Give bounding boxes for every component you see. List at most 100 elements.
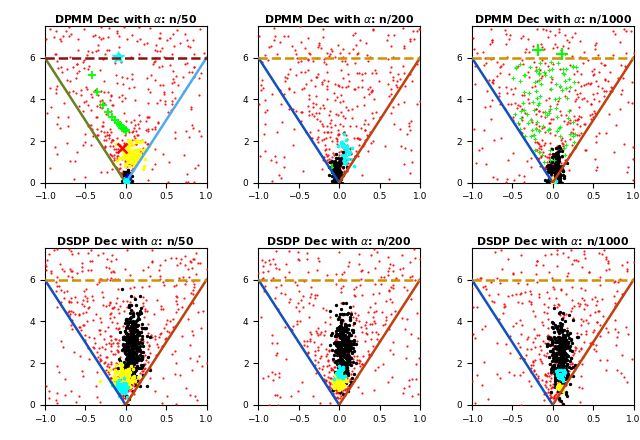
Point — [556, 342, 566, 349]
Point — [339, 359, 349, 366]
Point — [552, 44, 562, 51]
Point — [125, 338, 135, 345]
Point — [125, 285, 135, 292]
Point — [334, 373, 344, 380]
Point — [177, 303, 187, 310]
Point — [117, 387, 127, 394]
Point — [580, 327, 591, 334]
Point — [335, 370, 345, 378]
Point — [556, 358, 566, 365]
Point — [198, 308, 208, 315]
Point — [547, 75, 557, 82]
Point — [522, 333, 532, 340]
Point — [353, 49, 363, 56]
Point — [339, 326, 349, 333]
Point — [330, 372, 340, 379]
Point — [560, 357, 570, 364]
Point — [159, 54, 170, 61]
Point — [124, 373, 134, 380]
Point — [327, 346, 337, 353]
Point — [143, 140, 153, 147]
Point — [59, 100, 69, 107]
Point — [340, 366, 351, 373]
Point — [511, 319, 521, 326]
Point — [130, 122, 140, 129]
Point — [559, 347, 570, 354]
Point — [292, 318, 303, 325]
Point — [548, 168, 558, 175]
Point — [118, 173, 129, 180]
Point — [404, 376, 414, 383]
Point — [607, 51, 618, 59]
Point — [122, 174, 132, 181]
Point — [335, 378, 345, 385]
Point — [550, 160, 560, 167]
Point — [105, 276, 115, 283]
Point — [180, 178, 191, 185]
Point — [543, 340, 553, 347]
Point — [125, 155, 135, 162]
Point — [534, 154, 544, 161]
Point — [586, 312, 596, 319]
Point — [528, 42, 538, 49]
Point — [543, 179, 554, 186]
Point — [547, 179, 557, 186]
Point — [517, 56, 527, 63]
Point — [508, 114, 518, 121]
Point — [567, 339, 577, 346]
Point — [312, 267, 323, 274]
Point — [266, 43, 276, 50]
Point — [343, 359, 353, 367]
Point — [158, 82, 168, 89]
Point — [321, 150, 332, 157]
Point — [29, 246, 40, 253]
Point — [128, 370, 138, 377]
Point — [549, 393, 559, 400]
Point — [109, 269, 119, 276]
Point — [333, 111, 343, 118]
Point — [353, 134, 363, 141]
Point — [342, 146, 352, 153]
Point — [115, 385, 125, 392]
Point — [388, 73, 398, 81]
Point — [337, 381, 347, 388]
Point — [539, 46, 549, 53]
Point — [122, 375, 132, 382]
Point — [590, 55, 600, 62]
Point — [333, 176, 343, 183]
Point — [180, 278, 191, 285]
Point — [337, 337, 348, 344]
Point — [601, 267, 611, 274]
Point — [108, 268, 118, 275]
Point — [492, 175, 502, 182]
Point — [536, 146, 547, 153]
Point — [322, 362, 332, 369]
Point — [120, 389, 130, 396]
Point — [543, 119, 554, 126]
Point — [339, 353, 349, 360]
Point — [127, 344, 138, 351]
Point — [308, 392, 318, 400]
Point — [325, 320, 335, 327]
Point — [327, 154, 337, 161]
Point — [136, 348, 147, 355]
Point — [333, 383, 344, 390]
Point — [554, 385, 564, 392]
Point — [529, 373, 539, 380]
Point — [341, 346, 351, 353]
Point — [383, 326, 394, 333]
Point — [578, 317, 588, 324]
Point — [324, 382, 334, 389]
Point — [146, 71, 156, 78]
Point — [119, 148, 129, 155]
Point — [348, 45, 358, 52]
Point — [127, 378, 137, 385]
Point — [570, 362, 580, 369]
Point — [129, 372, 139, 379]
Point — [340, 377, 350, 384]
Point — [561, 37, 572, 44]
Point — [333, 331, 344, 338]
Point — [342, 328, 353, 335]
Point — [131, 331, 141, 338]
Point — [342, 385, 352, 392]
